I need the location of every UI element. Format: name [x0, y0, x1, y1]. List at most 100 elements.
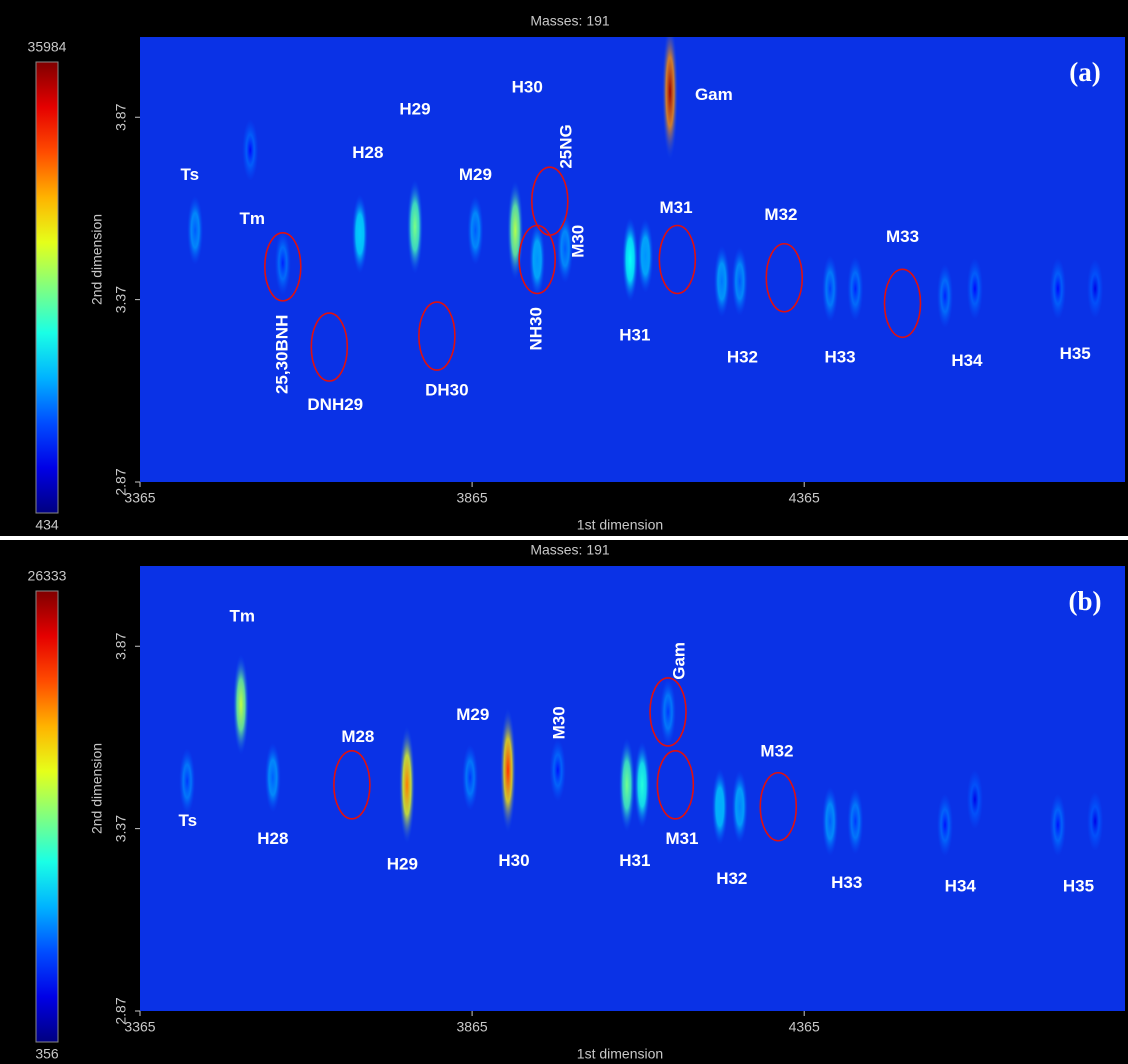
- peak: [507, 180, 524, 281]
- peak-label: H30: [498, 851, 529, 870]
- x-tick-label: 4365: [789, 490, 820, 506]
- highlight-circle: [418, 301, 456, 371]
- peak-label: H31: [619, 851, 650, 870]
- peak-label: H31: [619, 326, 650, 345]
- colorbar: [35, 61, 59, 514]
- y-axis-label: 2nd dimension: [89, 214, 105, 305]
- peak: [937, 793, 954, 857]
- colorbar-min: 356: [35, 1046, 59, 1062]
- peak: [264, 742, 281, 813]
- peak-label: H33: [831, 873, 862, 892]
- peak-label: M30: [569, 225, 588, 258]
- highlight-circle: [531, 166, 569, 236]
- colorbar-max: 26333: [28, 568, 67, 584]
- peak: [499, 707, 516, 833]
- peak: [557, 213, 574, 284]
- peak-label: M29: [456, 705, 489, 724]
- peak-label: DNH29: [307, 395, 363, 414]
- peak: [822, 255, 839, 322]
- peak: [937, 263, 954, 329]
- peak-label: M32: [760, 742, 793, 761]
- highlight-circle: [264, 231, 302, 302]
- x-axis-label: 1st dimension: [577, 1046, 663, 1062]
- peak-label: M28: [341, 727, 374, 746]
- peak-label: M30: [549, 706, 568, 739]
- panel: Ts Tm H28 H29 H30 Gam M29 25NG M30 M31 M32 M33 25,30…: [0, 0, 1128, 536]
- peak: [822, 786, 839, 857]
- peak-label: 25NG: [557, 124, 576, 168]
- peak: [1049, 257, 1066, 320]
- peak-label: Ts: [181, 165, 200, 184]
- peak: [242, 119, 259, 181]
- peak-label: H35: [1060, 344, 1091, 363]
- peak: [1087, 259, 1104, 319]
- peak-label: H29: [387, 855, 418, 874]
- y-tick-label: 3.37: [113, 815, 129, 842]
- peak-label: Gam: [669, 642, 688, 680]
- peak: [351, 194, 368, 274]
- peak: [399, 725, 416, 844]
- peak-label: M31: [659, 198, 692, 217]
- peak-label: M32: [764, 205, 797, 224]
- peak-label: H32: [727, 347, 758, 366]
- peak: [549, 738, 566, 802]
- peak-label: H33: [824, 347, 855, 366]
- x-axis-label: 1st dimension: [577, 517, 663, 533]
- chart-title: Masses: 191: [530, 13, 610, 29]
- peak: [406, 179, 423, 274]
- y-tick-label: 2.87: [113, 468, 129, 495]
- peak-label: M31: [665, 829, 698, 848]
- peak: [966, 769, 983, 830]
- peak-label: Gam: [695, 85, 733, 104]
- peak: [529, 222, 546, 297]
- x-tick-label: 3865: [457, 1019, 488, 1035]
- peak-label: Tm: [230, 607, 256, 626]
- peak: [634, 741, 651, 829]
- y-tick-label: 3.87: [113, 632, 129, 659]
- peak: [713, 245, 730, 318]
- peak-label: M33: [886, 227, 919, 246]
- peak: [966, 257, 983, 320]
- peak-label: Ts: [179, 811, 198, 830]
- peak: [1087, 791, 1104, 851]
- y-tick-label: 3.37: [113, 286, 129, 313]
- peak: [622, 217, 639, 302]
- peak: [1049, 793, 1066, 857]
- x-tick-label: 3365: [124, 1019, 155, 1035]
- peak: [662, 37, 679, 161]
- peak: [711, 768, 728, 845]
- peak: [187, 195, 204, 265]
- colorbar-min: 434: [35, 517, 59, 533]
- highlight-circle: [883, 268, 922, 339]
- panel-label: (b): [1069, 586, 1102, 616]
- peak-label: H28: [352, 143, 383, 162]
- peak: [731, 770, 748, 844]
- panel-label: (a): [1069, 57, 1100, 87]
- peak-label: H28: [257, 829, 288, 848]
- peak: [847, 256, 864, 321]
- highlight-circle: [656, 750, 695, 820]
- peak: [660, 678, 677, 745]
- y-tick-label: 2.87: [113, 997, 129, 1024]
- peak-label: M29: [459, 165, 492, 184]
- x-tick-label: 3365: [124, 490, 155, 506]
- highlight-circle: [310, 312, 349, 382]
- peak: [637, 218, 654, 293]
- chart-title: Masses: 191: [530, 542, 610, 558]
- y-axis-label: 2nd dimension: [89, 743, 105, 834]
- highlight-circle: [649, 677, 687, 747]
- peak: [462, 744, 479, 811]
- peak-label: H34: [945, 876, 977, 895]
- peak: [731, 246, 748, 316]
- peaks: [179, 654, 1104, 857]
- peak-label: DH30: [425, 380, 468, 399]
- panel: Tm Ts H28 M28 H29 M29 M30 H30 Gam H31 M31 H32 M32 H33…: [0, 540, 1128, 1064]
- peak: [232, 654, 249, 755]
- peak-label: H32: [716, 869, 747, 888]
- peak: [179, 748, 196, 815]
- highlight-circle: [333, 750, 371, 820]
- x-tick-label: 4365: [789, 1019, 820, 1035]
- x-tick-label: 3865: [457, 490, 488, 506]
- colorbar: [35, 590, 59, 1043]
